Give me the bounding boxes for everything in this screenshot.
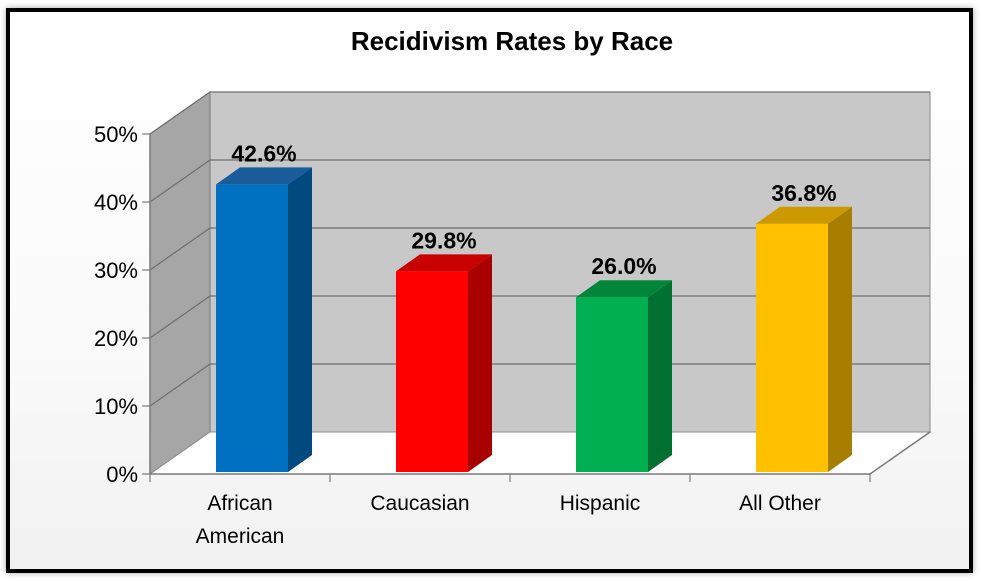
category-label: Caucasian — [370, 492, 469, 515]
bar-front — [756, 223, 828, 472]
y-tick-label: 40% — [94, 190, 138, 215]
bars — [216, 167, 852, 472]
chart-walls — [148, 91, 932, 475]
chart-title: Recidivism Rates by Race — [351, 26, 673, 56]
bar-front — [576, 297, 648, 472]
bar-1 — [396, 254, 492, 472]
data-label: 36.8% — [771, 180, 836, 206]
bar-top — [396, 254, 492, 272]
x-axis-depth — [869, 431, 931, 475]
side-wall — [149, 91, 211, 475]
y-tick-label: 10% — [94, 394, 138, 419]
category-label: All Other — [739, 492, 821, 515]
bar-3 — [756, 206, 852, 472]
bar-top — [576, 280, 672, 298]
data-label: 29.8% — [411, 227, 476, 253]
axes — [142, 133, 931, 482]
bar-side — [468, 254, 492, 472]
bar-side — [648, 280, 672, 472]
bar-2 — [576, 280, 672, 472]
bar-0 — [216, 167, 312, 472]
bar-top — [216, 167, 312, 185]
bar-side — [828, 206, 852, 472]
data-label: 42.6% — [231, 140, 296, 166]
y-tick-label: 50% — [94, 122, 138, 147]
bar-front — [396, 271, 468, 472]
y-tick-label: 0% — [106, 462, 138, 487]
category-label: African — [207, 492, 272, 515]
chart-svg: Recidivism Rates by Race 0% 10% 20% 30% 40% 5… — [94, 26, 932, 548]
chart-frame: Recidivism Rates by Race 0% 10% 20% 30% 40% 5… — [6, 8, 973, 573]
gridline-side — [149, 295, 211, 339]
labels: 0% 10% 20% 30% 40% 50% 42.6% African American 29.… — [94, 122, 837, 548]
bar-top — [756, 206, 852, 224]
bar-side — [288, 167, 312, 472]
category-label: American — [196, 525, 285, 548]
gridline-side — [149, 227, 211, 271]
y-tick-label: 30% — [94, 258, 138, 283]
bar-front — [216, 184, 288, 472]
gridline-side — [149, 159, 211, 203]
category-label: Hispanic — [560, 492, 641, 515]
gridline-side — [149, 91, 211, 135]
gridline-side — [149, 363, 211, 407]
data-label: 26.0% — [591, 253, 656, 279]
y-tick-label: 20% — [94, 326, 138, 351]
